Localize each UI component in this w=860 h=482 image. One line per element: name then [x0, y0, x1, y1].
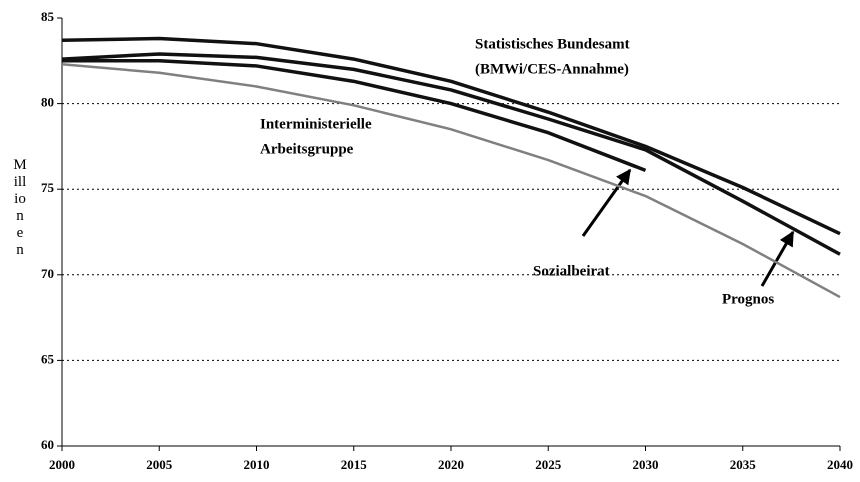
series-line: [62, 59, 647, 172]
x-tick-label: 2015: [341, 457, 368, 472]
annotation: (BMWi/CES-Annahme): [475, 61, 629, 77]
y-tick-label: 80: [41, 95, 54, 110]
y-tick-label: 85: [41, 9, 55, 24]
series-line: [61, 62, 841, 299]
x-tick-label: 2040: [827, 457, 853, 472]
annotation: Interministerielle: [260, 116, 372, 132]
annotation: Sozialbeirat: [533, 263, 610, 279]
annotation: Arbeitsgruppe: [260, 141, 354, 157]
y-tick-label: 75: [41, 180, 55, 195]
y-tick-label: 70: [41, 266, 54, 281]
x-tick-label: 2005: [146, 457, 173, 472]
x-tick-label: 2010: [244, 457, 270, 472]
y-axis-label: Millionen: [13, 157, 27, 258]
x-tick-label: 2030: [633, 457, 659, 472]
series-line: [61, 52, 841, 256]
annotation: Prognos: [722, 291, 774, 307]
x-tick-label: 2020: [438, 457, 464, 472]
x-tick-label: 2000: [49, 457, 75, 472]
arrow: [760, 230, 795, 287]
y-tick-label: 65: [41, 351, 55, 366]
series-line: [61, 36, 841, 236]
arrow: [581, 168, 632, 237]
x-tick-label: 2025: [535, 457, 562, 472]
x-tick-label: 2035: [730, 457, 757, 472]
y-tick-label: 60: [41, 437, 54, 452]
annotation: Statistisches Bundesamt: [475, 36, 630, 52]
